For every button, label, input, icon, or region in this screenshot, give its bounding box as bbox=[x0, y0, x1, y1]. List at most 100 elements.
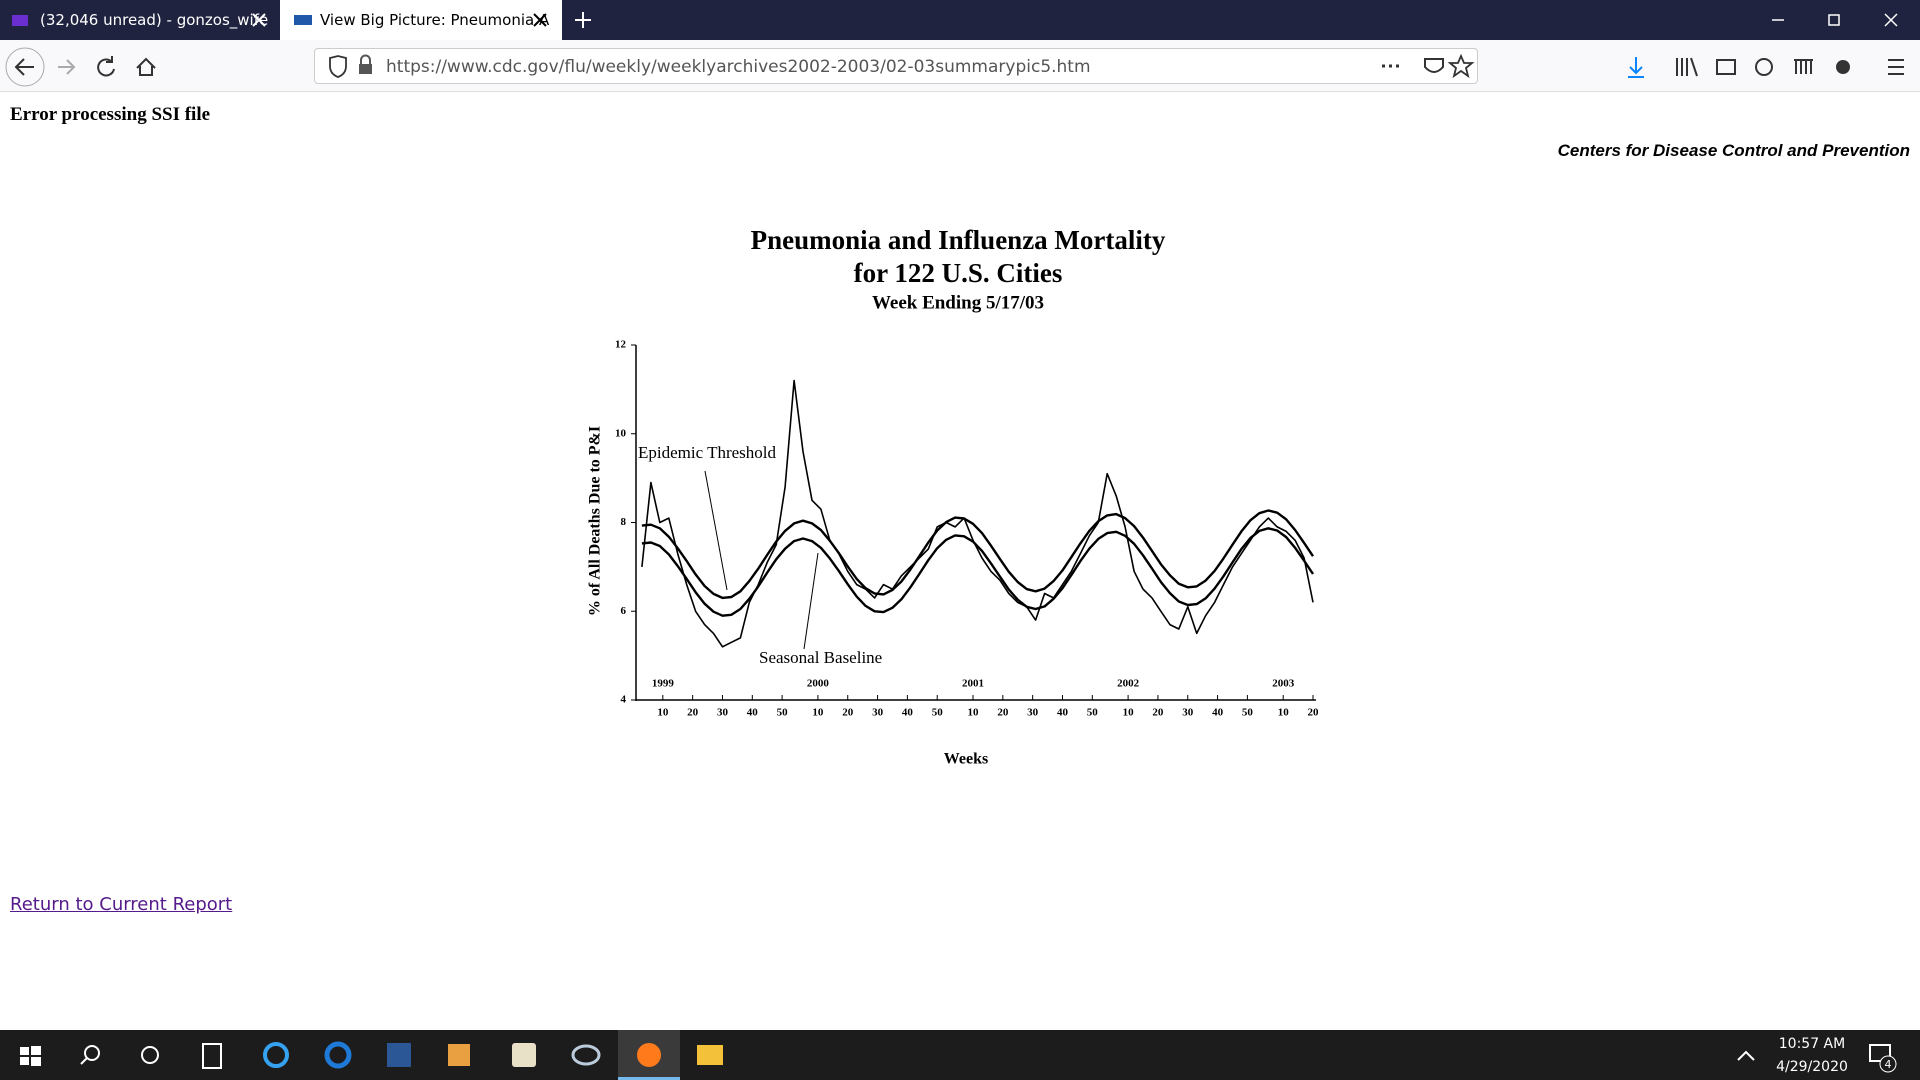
annotation-pointer bbox=[704, 470, 728, 591]
extension[interactable] bbox=[1794, 59, 1813, 74]
x-tick-label: 50 bbox=[932, 707, 944, 719]
error-text: Error processing SSI file bbox=[10, 104, 211, 125]
lock-icon[interactable] bbox=[359, 64, 372, 74]
x-tick-label: 20 bbox=[687, 707, 699, 719]
close-window[interactable] bbox=[1884, 13, 1898, 27]
ie[interactable] bbox=[263, 1042, 289, 1068]
new-tab[interactable] bbox=[575, 12, 591, 28]
downloads[interactable] bbox=[1628, 57, 1644, 78]
x-tick-label: 10 bbox=[1123, 707, 1135, 719]
media[interactable] bbox=[448, 1044, 470, 1066]
x-tick-label: 40 bbox=[747, 707, 759, 719]
sidebar[interactable] bbox=[1716, 59, 1736, 75]
year-label: 2003 bbox=[1272, 678, 1295, 690]
url-text: https://www.cdc.gov/flu/weekly/weeklyarc… bbox=[386, 57, 1091, 77]
tab-icons bbox=[12, 12, 1898, 28]
x-tick-label: 50 bbox=[1087, 707, 1099, 719]
annotation: Seasonal Baseline bbox=[759, 648, 882, 667]
cdc-icon bbox=[294, 15, 312, 25]
bookmark-star[interactable] bbox=[1447, 53, 1475, 79]
x-tick-label: 10 bbox=[657, 707, 669, 719]
nav-icons bbox=[5, 47, 1904, 87]
x-tick-label: 40 bbox=[1212, 707, 1224, 719]
year-label: 2002 bbox=[1117, 678, 1140, 690]
x-tick-label: 20 bbox=[997, 707, 1009, 719]
x-tick-label: 20 bbox=[1152, 707, 1164, 719]
url-bar[interactable] bbox=[314, 48, 1478, 84]
x-tick-label: 30 bbox=[717, 707, 729, 719]
y-tick-label: 10 bbox=[615, 427, 627, 439]
year-label: 1999 bbox=[652, 678, 675, 690]
calculator[interactable] bbox=[202, 1043, 222, 1069]
reload-button[interactable] bbox=[97, 56, 115, 77]
explorer[interactable] bbox=[697, 1045, 723, 1065]
menu[interactable] bbox=[1888, 59, 1904, 75]
start-button[interactable] bbox=[20, 1046, 41, 1066]
return-link[interactable]: Return to Current Report bbox=[10, 894, 233, 915]
y-tick-label: 4 bbox=[621, 694, 627, 706]
x-tick-label: 10 bbox=[968, 707, 980, 719]
lock-shackle bbox=[360, 54, 371, 64]
y-tick-label: 6 bbox=[621, 605, 627, 617]
home-button[interactable] bbox=[136, 57, 156, 76]
x-tick-label: 40 bbox=[902, 707, 914, 719]
x-tick-label: 20 bbox=[842, 707, 854, 719]
tab-title: (32,046 unread) - gonzos_wife bbox=[40, 11, 269, 29]
cortana[interactable] bbox=[141, 1046, 159, 1064]
x-tick-label: 50 bbox=[777, 707, 789, 719]
x-tick-label: 10 bbox=[812, 707, 824, 719]
chart-title: for 122 U.S. Cities bbox=[854, 258, 1063, 288]
annotation-pointer bbox=[803, 552, 819, 650]
action-center[interactable] bbox=[1869, 1044, 1891, 1062]
tab-active[interactable]: View Big Picture: Pneumonia A bbox=[280, 0, 562, 40]
series-line bbox=[641, 509, 1314, 600]
y-tick-label: 12 bbox=[615, 339, 627, 351]
chart: Pneumonia and Influenza Mortality for 12… bbox=[587, 225, 1319, 767]
year-label: 2001 bbox=[962, 678, 984, 690]
back-button[interactable] bbox=[5, 47, 45, 87]
word[interactable] bbox=[387, 1043, 411, 1067]
badge bbox=[1879, 1055, 1897, 1073]
back-icon bbox=[14, 58, 34, 76]
tab-title: View Big Picture: Pneumonia A bbox=[320, 11, 550, 29]
y-axis-title: % of All Deaths Due to P&I bbox=[587, 426, 604, 616]
notification-count: 4 bbox=[1885, 1058, 1892, 1071]
y-tick-label: 8 bbox=[621, 516, 627, 528]
restore[interactable] bbox=[1828, 14, 1840, 26]
forward-button[interactable] bbox=[58, 59, 76, 75]
x-tick-label: 30 bbox=[1027, 707, 1039, 719]
tab-bar: (32,046 unread) - gonzos_wife View Big P… bbox=[0, 0, 1920, 40]
chart-subtitle: Week Ending 5/17/03 bbox=[872, 292, 1044, 313]
close-tab[interactable] bbox=[533, 13, 547, 27]
series-line bbox=[641, 527, 1314, 617]
clock-time: 10:57 AM bbox=[1779, 1036, 1845, 1052]
year-label: 2000 bbox=[807, 678, 830, 690]
extension[interactable] bbox=[1836, 60, 1850, 74]
agency-name: Centers for Disease Control and Preventi… bbox=[1557, 141, 1910, 160]
annotation: Epidemic Threshold bbox=[638, 443, 777, 462]
shield-icon[interactable] bbox=[329, 55, 347, 78]
active-indicator bbox=[618, 1077, 680, 1080]
library[interactable] bbox=[1676, 57, 1698, 77]
x-tick-label: 50 bbox=[1242, 707, 1254, 719]
app[interactable] bbox=[512, 1043, 536, 1067]
search[interactable] bbox=[84, 1045, 100, 1061]
clock-date: 4/29/2020 bbox=[1776, 1059, 1848, 1075]
x-tick-label: 40 bbox=[1057, 707, 1069, 719]
close-tab[interactable] bbox=[252, 13, 266, 27]
taskbar: 4 10:57 AM 4/29/2020 bbox=[0, 1030, 1920, 1080]
pocket[interactable] bbox=[1424, 58, 1444, 73]
edge[interactable] bbox=[324, 1041, 352, 1069]
x-tick-label: 10 bbox=[1278, 707, 1290, 719]
url-icons bbox=[329, 53, 1475, 79]
account[interactable] bbox=[1755, 58, 1773, 76]
x-tick-label: 30 bbox=[872, 707, 884, 719]
app[interactable] bbox=[571, 1044, 601, 1066]
x-tick-label: 30 bbox=[1182, 707, 1194, 719]
tray-expand[interactable] bbox=[1737, 1050, 1755, 1061]
search-handle bbox=[80, 1057, 88, 1065]
firefox bbox=[637, 1043, 661, 1067]
tab[interactable]: (32,046 unread) - gonzos_wife bbox=[0, 0, 280, 40]
